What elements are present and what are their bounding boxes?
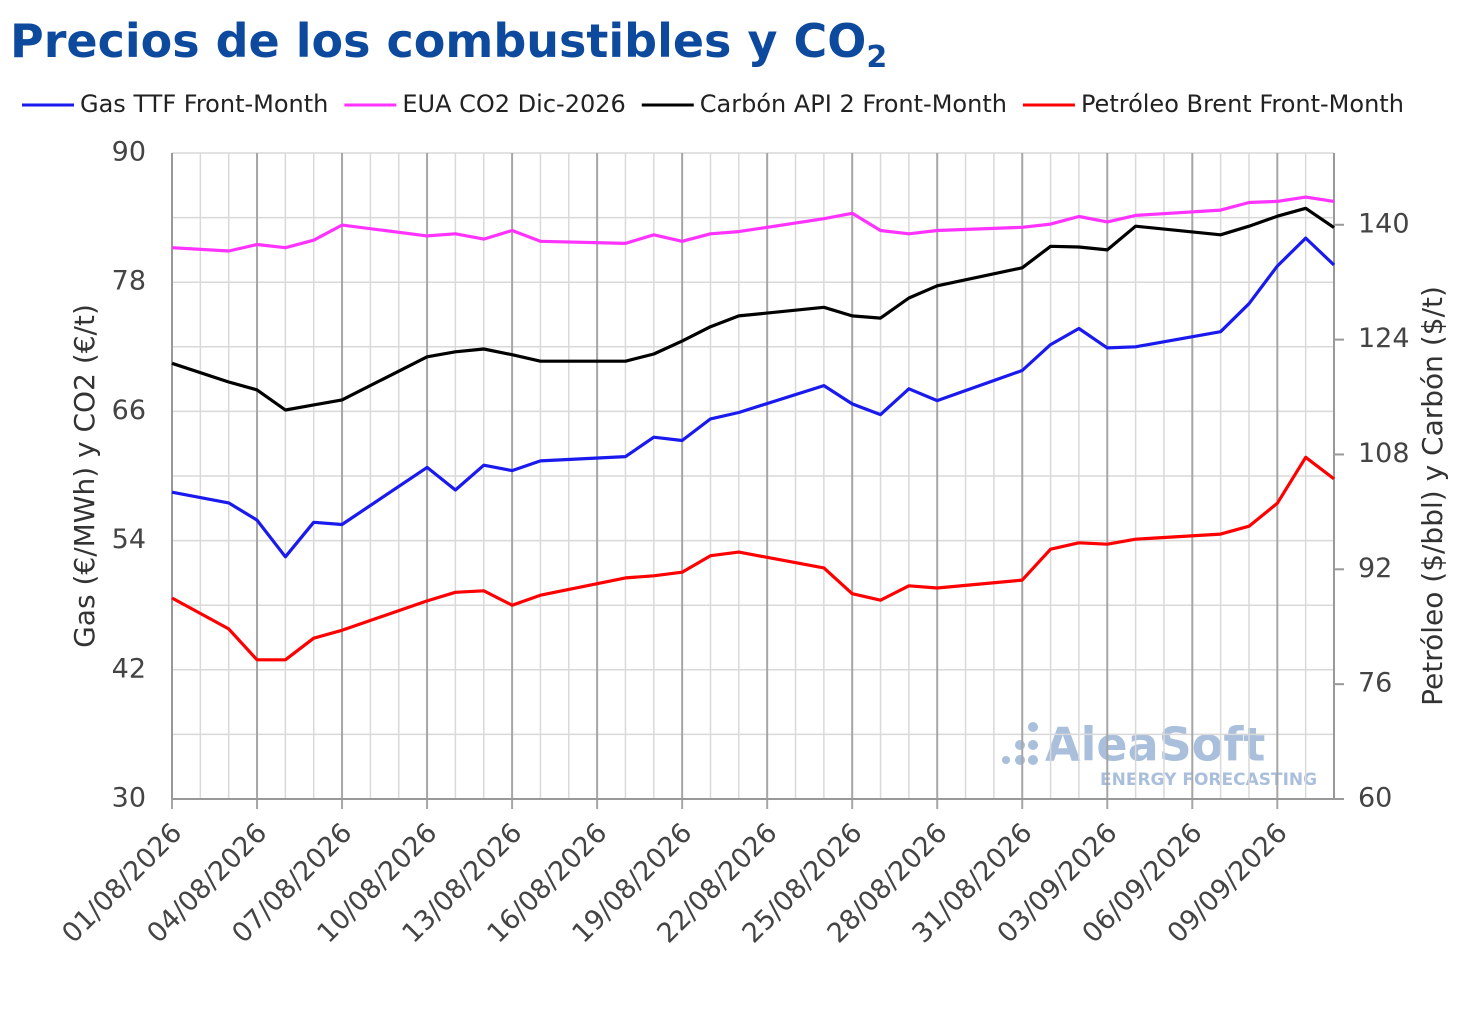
title-subscript: 2 — [866, 40, 887, 75]
legend-label: EUA CO2 Dic-2026 — [402, 90, 625, 118]
y2-tick-label: 92 — [1358, 553, 1392, 584]
legend-label: Gas TTF Front-Month — [80, 90, 328, 118]
y-axis-label: Gas (€/MWh) y CO2 (€/t) — [68, 304, 101, 648]
y-tick-label: 54 — [112, 524, 146, 555]
y-tick-label: 90 — [112, 137, 146, 168]
series-line — [171, 236, 1336, 559]
series-line — [171, 455, 1335, 662]
y-tick-label: 78 — [112, 266, 146, 297]
legend-label: Carbón API 2 Front-Month — [700, 90, 1007, 118]
watermark-dots — [1002, 722, 1038, 765]
title-text: Precios de los combustibles y CO — [10, 14, 866, 68]
legend: Gas TTF Front-Month EUA CO2 Dic-2026 Carbó… — [22, 90, 1404, 118]
series-line — [171, 195, 1335, 253]
y2-tick-label: 108 — [1358, 438, 1410, 469]
watermark-tagline: ENERGY FORECASTING — [1100, 770, 1317, 790]
chart-title: Precios de los combustibles y CO2 — [10, 14, 887, 75]
y2-tick-label: 60 — [1358, 783, 1392, 814]
y-tick-label: 66 — [112, 395, 146, 426]
grid — [171, 152, 1335, 809]
y2-tick-label: 124 — [1358, 323, 1410, 354]
y2-tick-label: 76 — [1358, 668, 1392, 699]
legend-label: Petróleo Brent Front-Month — [1081, 90, 1404, 118]
y-tick-label: 30 — [112, 783, 146, 814]
y2-tick-label: 140 — [1358, 208, 1410, 239]
y2-axis-label: Petróleo ($/bbl) y Carbón ($/t) — [1416, 286, 1449, 706]
y-tick-label: 42 — [112, 653, 146, 684]
series-line — [171, 206, 1335, 412]
watermark-name: AleaSoft — [1045, 718, 1265, 772]
